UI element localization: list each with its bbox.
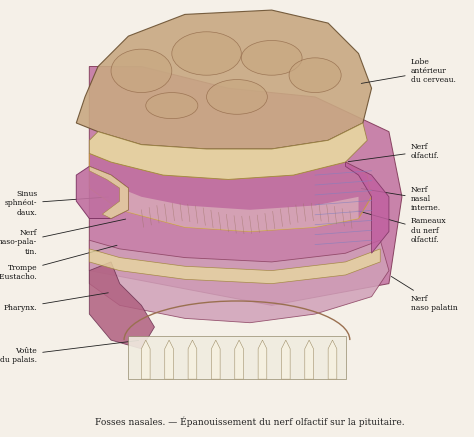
Polygon shape	[89, 153, 372, 232]
Polygon shape	[141, 340, 150, 379]
Polygon shape	[282, 340, 290, 379]
Text: Nerf
olfactif.: Nerf olfactif.	[348, 142, 439, 162]
Text: Rameaux
du nerf
olfactif.: Rameaux du nerf olfactif.	[357, 211, 446, 244]
Polygon shape	[211, 340, 220, 379]
Text: Nerf
naso palatin: Nerf naso palatin	[391, 277, 457, 312]
Polygon shape	[89, 240, 389, 323]
Ellipse shape	[172, 32, 241, 75]
Polygon shape	[328, 340, 337, 379]
Polygon shape	[235, 340, 244, 379]
Polygon shape	[89, 262, 155, 349]
Polygon shape	[188, 340, 197, 379]
Ellipse shape	[207, 80, 267, 114]
Polygon shape	[76, 10, 372, 149]
Text: Nerf
nasal
interne.: Nerf nasal interne.	[361, 186, 441, 212]
Polygon shape	[120, 188, 358, 232]
Polygon shape	[165, 340, 173, 379]
Polygon shape	[346, 162, 389, 253]
Polygon shape	[89, 249, 380, 284]
Ellipse shape	[111, 49, 172, 93]
Ellipse shape	[146, 93, 198, 118]
Polygon shape	[89, 166, 128, 218]
Ellipse shape	[289, 58, 341, 93]
Text: Fosses nasales. — Épanouissement du nerf olfactif sur la pituitaire.: Fosses nasales. — Épanouissement du nerf…	[95, 416, 405, 427]
Ellipse shape	[241, 41, 302, 75]
Text: Lobe
antérieur
du cerveau.: Lobe antérieur du cerveau.	[361, 58, 456, 84]
Polygon shape	[89, 66, 402, 305]
Bar	[128, 336, 346, 379]
Text: Sinus
sphnéoi-
daux.: Sinus sphnéoi- daux.	[5, 190, 108, 216]
Polygon shape	[89, 123, 367, 180]
Text: Nerf
naso-pala-
tin.: Nerf naso-pala- tin.	[0, 219, 126, 256]
Text: Voûte
du palais.: Voûte du palais.	[0, 340, 139, 364]
Polygon shape	[76, 166, 128, 218]
Polygon shape	[258, 340, 267, 379]
Text: Pharynx.: Pharynx.	[3, 293, 108, 312]
Polygon shape	[305, 340, 313, 379]
Text: Trompe
d'Eustacho.: Trompe d'Eustacho.	[0, 245, 117, 281]
